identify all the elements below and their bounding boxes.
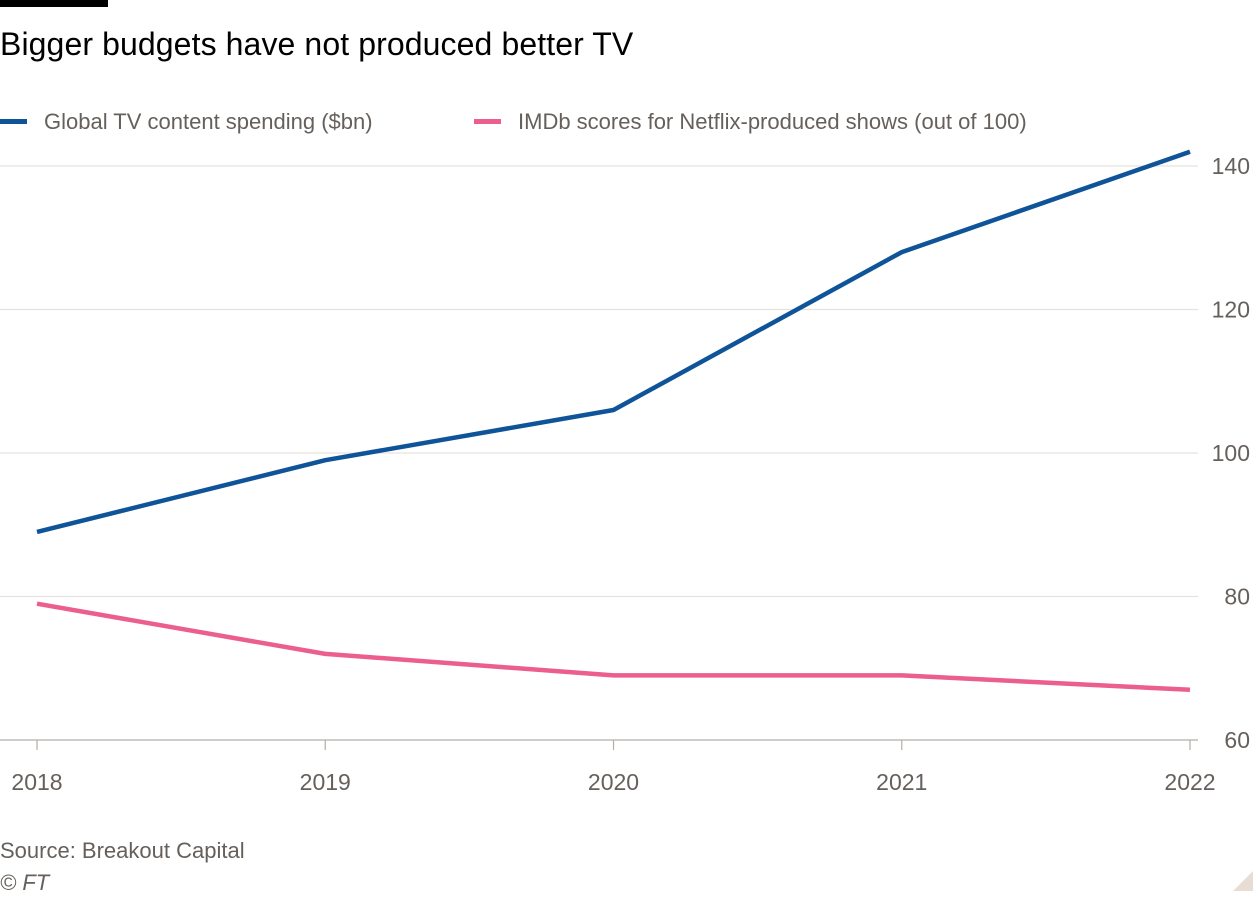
series-lines <box>36 149 1191 693</box>
corner-mark <box>1233 871 1253 891</box>
legend-swatch-imdb <box>474 119 501 124</box>
x-tick-label: 2021 <box>876 769 927 795</box>
brand-bar <box>0 0 108 7</box>
y-axis-ticks: 60 80 100 120 140 <box>1212 153 1250 753</box>
series-line-imdb <box>36 601 1191 693</box>
y-tick-label: 60 <box>1224 727 1250 753</box>
legend-swatch-spending <box>0 119 27 124</box>
x-tick-label: 2019 <box>300 769 351 795</box>
y-tick-label: 80 <box>1224 584 1250 610</box>
x-tick-label: 2018 <box>11 769 62 795</box>
y-tick-label: 120 <box>1212 297 1250 323</box>
legend-label-spending: Global TV content spending ($bn) <box>44 109 373 134</box>
series-line-spending <box>36 149 1191 535</box>
grid-lines <box>0 165 1198 598</box>
legend-label-imdb: IMDb scores for Netflix-produced shows (… <box>518 109 1027 134</box>
x-axis: 2018 2019 2020 2021 2022 <box>0 739 1216 795</box>
line-chart: 2018 2019 2020 2021 2022 60 80 100 120 140 <box>0 149 1250 795</box>
chart-title: Bigger budgets have not produced better … <box>0 26 634 62</box>
source-note: Source: Breakout Capital <box>0 838 245 863</box>
x-tick-label: 2020 <box>588 769 639 795</box>
y-tick-label: 140 <box>1212 153 1250 179</box>
copyright-note: © FT <box>0 870 50 895</box>
y-tick-label: 100 <box>1212 440 1250 466</box>
x-tick-label: 2022 <box>1164 769 1215 795</box>
